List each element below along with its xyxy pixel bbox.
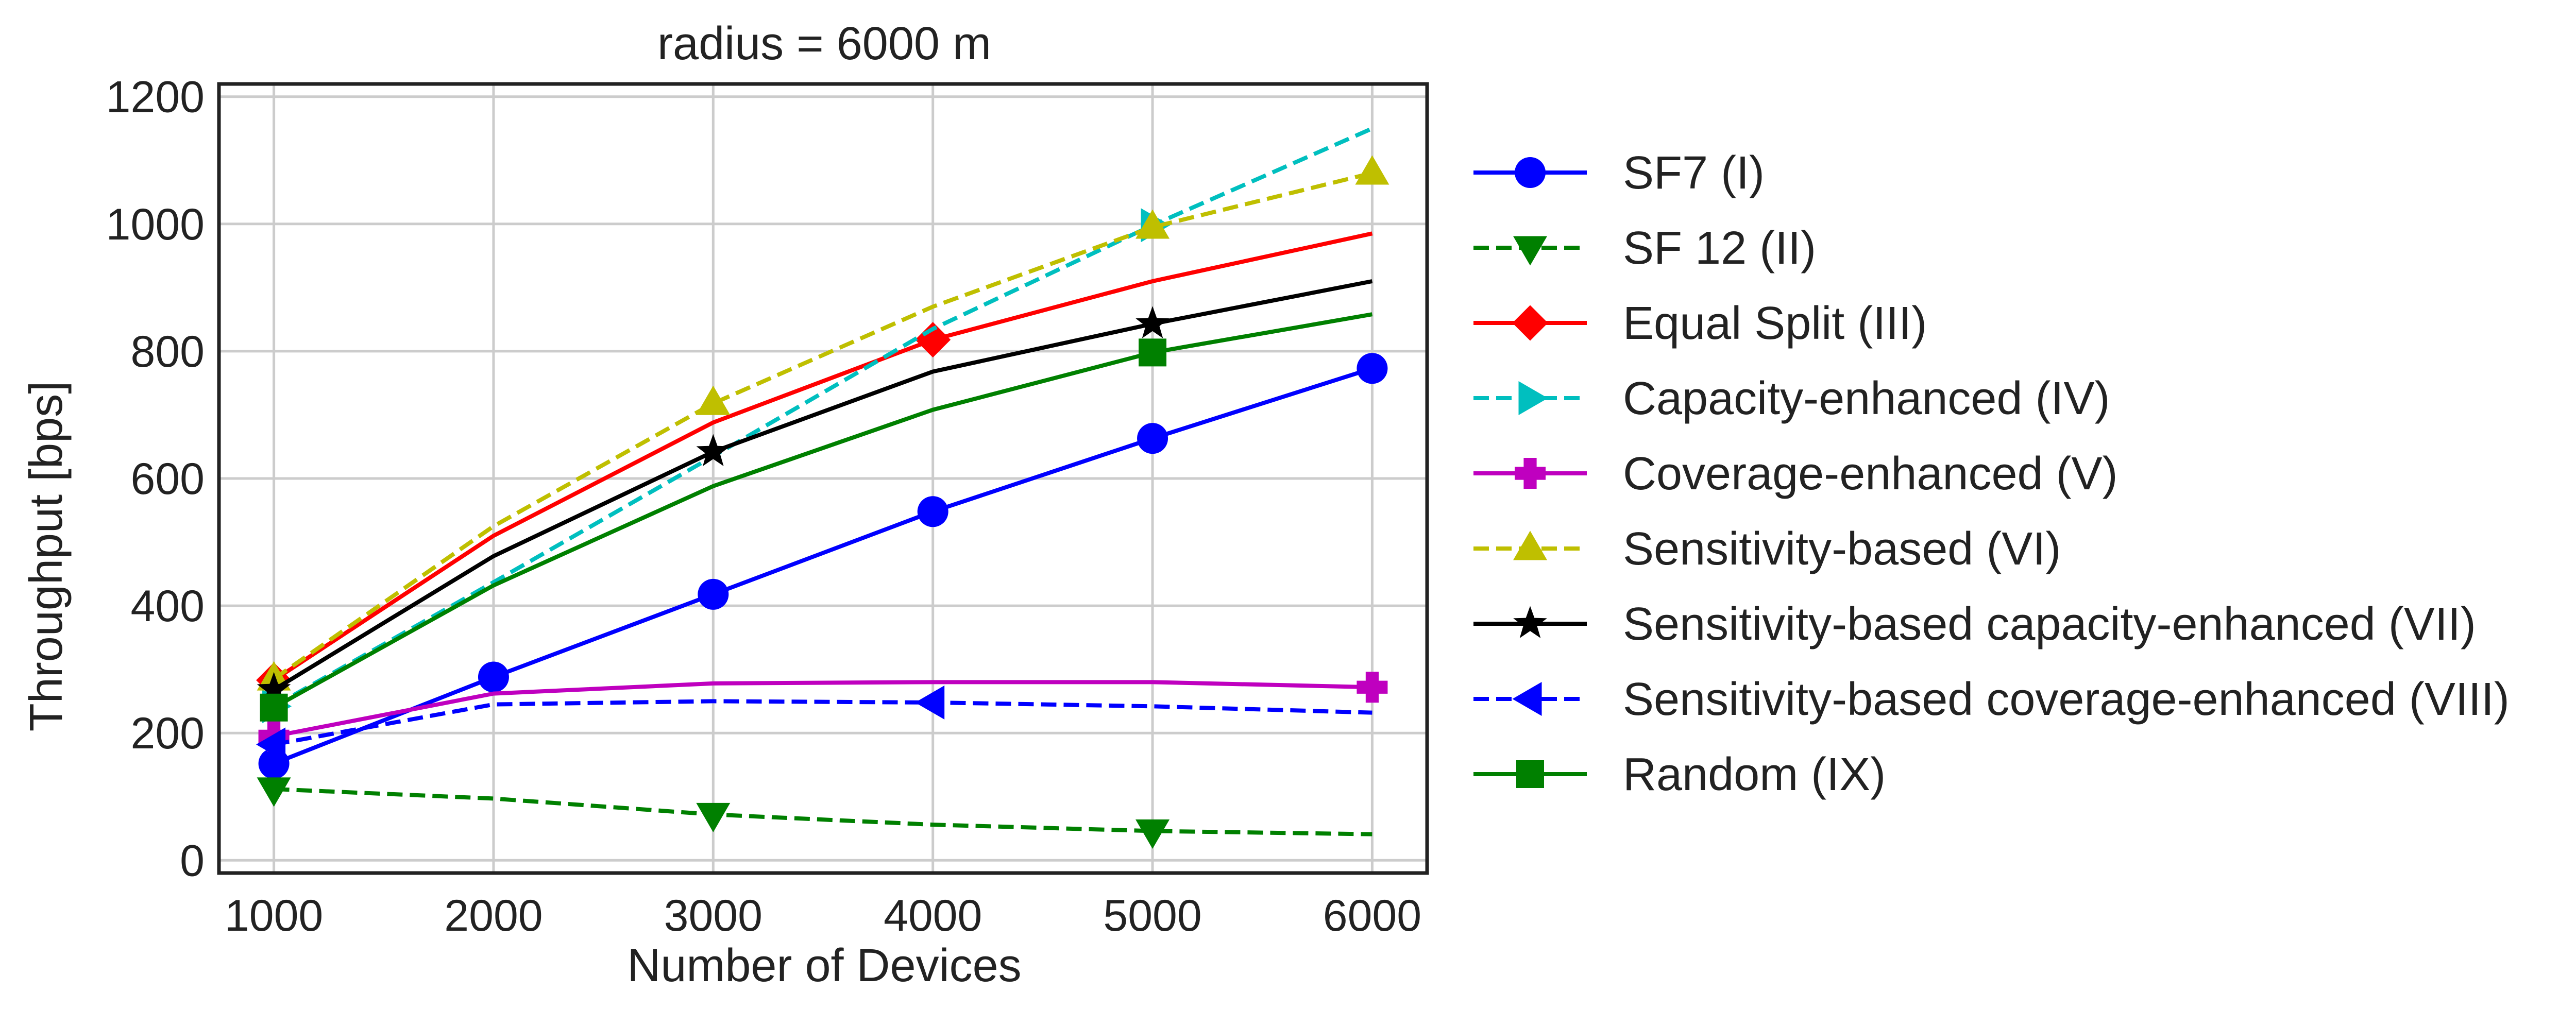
series-line <box>273 231 1373 682</box>
series-line <box>274 786 1372 836</box>
grid-lines <box>219 84 1427 873</box>
axis-ticks: 1000 2000 3000 4000 5000 6000 0 200 400 600 800 100… <box>106 73 1421 940</box>
legend: SF7 (I) SF 12 (II) Equal Split (III) Capaci… <box>1473 147 2510 800</box>
series-9 <box>260 312 1373 722</box>
data-point <box>1355 155 1389 185</box>
legend-label: SF 12 (II) <box>1623 223 1816 274</box>
y-axis-label: Throughput [bps] <box>21 381 72 731</box>
legend-item: Equal Split (III) <box>1473 298 1927 349</box>
legend-marker <box>1515 157 1546 188</box>
legend-label: Sensitivity-based coverage-enhanced (VII… <box>1623 674 2510 725</box>
legend-marker <box>1513 606 1547 638</box>
data-point <box>696 385 731 415</box>
data-point <box>1139 338 1167 367</box>
series-line <box>273 699 1372 747</box>
legend-marker <box>1513 236 1547 266</box>
legend-item: Capacity-enhanced (IV) <box>1473 373 2110 424</box>
y-tick-label: 800 <box>131 327 205 377</box>
data-point <box>1136 209 1170 239</box>
data-point <box>260 693 288 722</box>
series-5 <box>258 672 1388 752</box>
x-tick-label: 6000 <box>1323 891 1421 940</box>
legend-marker <box>1518 381 1548 415</box>
legend-marker <box>1512 305 1548 341</box>
series-3 <box>256 231 1373 698</box>
x-tick-label: 1000 <box>225 891 323 940</box>
plot-area <box>256 126 1389 849</box>
legend-label: SF7 (I) <box>1623 147 1765 199</box>
y-tick-label: 0 <box>180 836 205 885</box>
legend-item: Sensitivity-based capacity-enhanced (VII… <box>1473 598 2476 650</box>
legend-item: SF 12 (II) <box>1473 223 1816 274</box>
data-point <box>1137 423 1168 454</box>
series-2 <box>257 777 1372 849</box>
series-8 <box>256 685 1372 762</box>
x-axis-label: Number of Devices <box>627 940 1021 991</box>
legend-label: Coverage-enhanced (V) <box>1623 448 2118 500</box>
data-point <box>1136 819 1170 849</box>
legend-marker <box>1515 458 1546 489</box>
series-line <box>273 126 1374 708</box>
x-tick-label: 2000 <box>444 891 543 940</box>
legend-label: Sensitivity-based (VI) <box>1623 523 2061 575</box>
plot-frame <box>217 82 1429 875</box>
y-tick-label: 1000 <box>106 200 205 249</box>
series-7 <box>257 279 1373 705</box>
series-line <box>273 680 1372 739</box>
legend-marker <box>1516 760 1544 788</box>
x-tick-label: 3000 <box>664 891 762 940</box>
data-point <box>478 661 509 693</box>
series-line <box>273 279 1373 692</box>
legend-item: Coverage-enhanced (V) <box>1473 448 2118 500</box>
data-point <box>698 578 729 610</box>
data-point <box>257 672 291 705</box>
chart-title: radius = 6000 m <box>657 18 991 70</box>
data-point <box>917 496 948 527</box>
data-point <box>915 685 945 720</box>
legend-label: Equal Split (III) <box>1623 298 1927 349</box>
legend-label: Random (IX) <box>1623 749 1886 800</box>
legend-marker <box>1512 682 1542 716</box>
series-4 <box>262 126 1374 724</box>
data-point <box>696 434 731 467</box>
legend-item: Sensitivity-based coverage-enhanced (VII… <box>1473 674 2510 725</box>
y-tick-label: 200 <box>131 709 205 758</box>
y-tick-label: 400 <box>131 582 205 631</box>
x-tick-label: 4000 <box>884 891 982 940</box>
y-tick-label: 600 <box>131 454 205 504</box>
series-line <box>273 171 1373 681</box>
legend-label: Sensitivity-based capacity-enhanced (VII… <box>1623 598 2476 650</box>
data-point <box>256 727 286 762</box>
data-point <box>915 322 951 358</box>
series-line <box>273 366 1373 766</box>
series-line <box>273 312 1373 710</box>
legend-item: SF7 (I) <box>1473 147 1765 199</box>
data-point <box>696 802 731 832</box>
data-point <box>1357 672 1388 703</box>
legend-item: Random (IX) <box>1473 749 1886 800</box>
data-point <box>1357 353 1388 384</box>
legend-item: Sensitivity-based (VI) <box>1473 523 2061 575</box>
series-1 <box>258 353 1388 779</box>
x-tick-label: 5000 <box>1103 891 1201 940</box>
legend-marker <box>1513 531 1547 560</box>
y-tick-label: 1200 <box>106 73 205 122</box>
data-point <box>1136 306 1170 338</box>
data-point <box>257 777 291 807</box>
series-6 <box>257 155 1389 691</box>
legend-label: Capacity-enhanced (IV) <box>1623 373 2110 424</box>
